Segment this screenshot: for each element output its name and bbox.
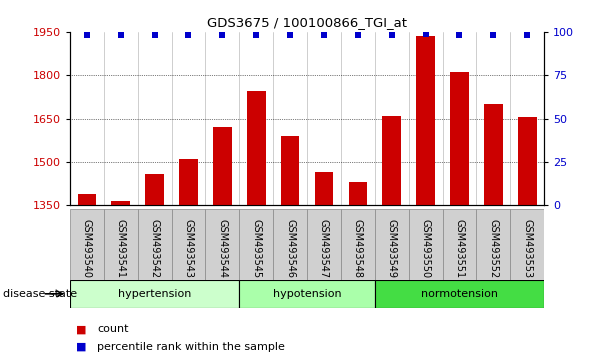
- Bar: [281, 136, 299, 205]
- Text: count: count: [97, 324, 129, 334]
- Bar: [307, 209, 341, 280]
- Text: GSM493550: GSM493550: [421, 219, 430, 279]
- Bar: [206, 209, 240, 280]
- Point: [455, 33, 465, 38]
- Bar: [171, 209, 206, 280]
- Bar: [375, 280, 544, 308]
- Point: [285, 33, 295, 38]
- Bar: [70, 280, 240, 308]
- Title: GDS3675 / 100100866_TGI_at: GDS3675 / 100100866_TGI_at: [207, 16, 407, 29]
- Text: GSM493551: GSM493551: [454, 219, 465, 279]
- Point: [488, 33, 498, 38]
- Bar: [70, 209, 104, 280]
- Text: GSM493546: GSM493546: [285, 219, 295, 279]
- Bar: [104, 209, 137, 280]
- Bar: [247, 91, 266, 205]
- Text: GSM493548: GSM493548: [353, 219, 363, 279]
- Bar: [145, 173, 164, 205]
- Point: [251, 33, 261, 38]
- Text: disease state: disease state: [3, 289, 77, 299]
- Point: [387, 33, 396, 38]
- Bar: [510, 209, 544, 280]
- Bar: [477, 209, 510, 280]
- Text: GSM493553: GSM493553: [522, 219, 532, 279]
- Bar: [416, 36, 435, 205]
- Point: [150, 33, 159, 38]
- Point: [82, 33, 92, 38]
- Bar: [111, 201, 130, 205]
- Bar: [213, 127, 232, 205]
- Text: GSM493552: GSM493552: [488, 219, 499, 279]
- Bar: [341, 209, 375, 280]
- Bar: [179, 159, 198, 205]
- Text: ■: ■: [76, 342, 86, 352]
- Bar: [240, 280, 375, 308]
- Text: GSM493542: GSM493542: [150, 219, 160, 279]
- Bar: [273, 209, 307, 280]
- Text: GSM493549: GSM493549: [387, 219, 397, 279]
- Text: GSM493544: GSM493544: [217, 219, 227, 279]
- Bar: [450, 72, 469, 205]
- Bar: [348, 182, 367, 205]
- Text: normotension: normotension: [421, 289, 498, 299]
- Point: [116, 33, 126, 38]
- Point: [319, 33, 329, 38]
- Text: hypotension: hypotension: [273, 289, 341, 299]
- Bar: [78, 194, 96, 205]
- Text: hypertension: hypertension: [118, 289, 192, 299]
- Text: GSM493547: GSM493547: [319, 219, 329, 279]
- Bar: [382, 116, 401, 205]
- Bar: [443, 209, 477, 280]
- Point: [218, 33, 227, 38]
- Text: GSM493540: GSM493540: [82, 219, 92, 279]
- Text: ■: ■: [76, 324, 86, 334]
- Bar: [315, 172, 333, 205]
- Text: GSM493541: GSM493541: [116, 219, 126, 279]
- Bar: [484, 104, 503, 205]
- Point: [184, 33, 193, 38]
- Bar: [240, 209, 273, 280]
- Bar: [409, 209, 443, 280]
- Bar: [137, 209, 171, 280]
- Bar: [375, 209, 409, 280]
- Bar: [518, 117, 536, 205]
- Point: [353, 33, 363, 38]
- Text: GSM493545: GSM493545: [251, 219, 261, 279]
- Point: [522, 33, 532, 38]
- Text: percentile rank within the sample: percentile rank within the sample: [97, 342, 285, 352]
- Point: [421, 31, 430, 36]
- Text: GSM493543: GSM493543: [184, 219, 193, 279]
